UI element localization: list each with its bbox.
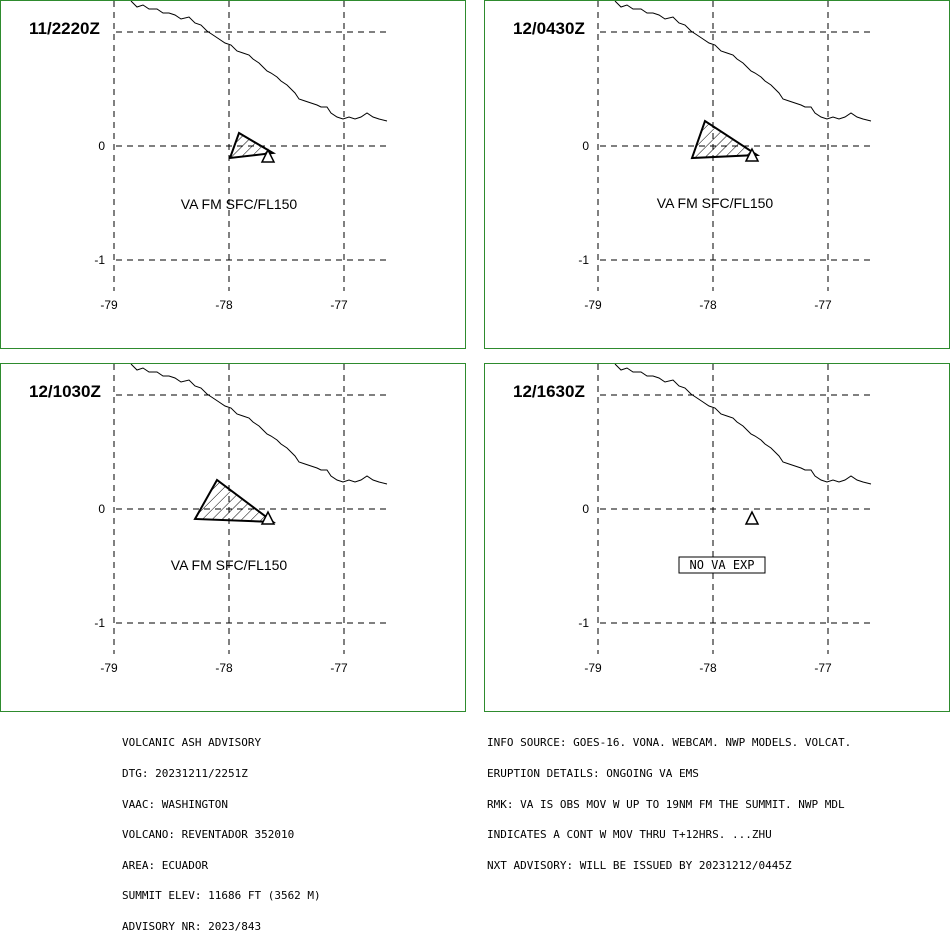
forecast-panel-2: VA FM SFC/FL150 0 -1 -79 -78 -77 12/0430… (484, 0, 950, 349)
advisory-eruption-details: ERUPTION DETAILS: ONGOING VA EMS (487, 767, 699, 781)
lon-label-78: -78 (699, 298, 717, 312)
lat-label-0: 0 (98, 502, 105, 516)
panel-label: VA FM SFC/FL150 (171, 557, 288, 573)
lat-label-minus1: -1 (578, 616, 589, 630)
advisory-number: ADVISORY NR: 2023/843 (122, 920, 262, 934)
lat-label-0: 0 (582, 139, 589, 153)
lat-label-0: 0 (582, 502, 589, 516)
lat-label-minus1: -1 (94, 253, 105, 267)
ash-area (193, 478, 277, 524)
advisory-left: VOLCANIC ASH ADVISORY DTG: 20231211/2251… (122, 718, 321, 942)
grid-lines (597, 364, 871, 654)
advisory-dtg: DTG: 20231211/2251Z (122, 767, 248, 781)
lat-label-minus1: -1 (578, 253, 589, 267)
no-va-box (678, 556, 766, 574)
advisory-right: INFO SOURCE: GOES-16. VONA. WEBCAM. NWP … (487, 718, 851, 881)
volcano-icon (260, 510, 276, 525)
advisory-info-source: INFO SOURCE: GOES-16. VONA. WEBCAM. NWP … (487, 736, 852, 750)
advisory-area: AREA: ECUADOR (122, 858, 209, 872)
panel-time: 12/1630Z (513, 382, 585, 401)
map-2: VA FM SFC/FL150 0 -1 -79 -78 -77 (578, 1, 872, 312)
advisory-next: NXT ADVISORY: WILL BE ISSUED BY 20231212… (487, 858, 792, 872)
forecast-panel-4: NO VA EXP 0 -1 -79 -78 -77 12/1630Z (484, 363, 950, 712)
panel-label: VA FM SFC/FL150 (181, 196, 298, 212)
advisory-volcano: VOLCANO: REVENTADOR 352010 (122, 828, 295, 842)
lon-label-77: -77 (330, 298, 348, 312)
lon-label-77: -77 (330, 661, 348, 675)
panel-time: 11/2220Z (29, 19, 100, 38)
grid-lines (113, 1, 387, 291)
lat-labels: 0 -1 (578, 139, 589, 267)
lon-label-79: -79 (584, 298, 602, 312)
map-3: VA FM SFC/FL150 0 -1 -79 -78 -77 (94, 364, 388, 675)
coastline (614, 364, 872, 485)
lon-label-78: -78 (215, 661, 233, 675)
lon-labels: -79 -78 -77 (584, 661, 832, 675)
lon-label-79: -79 (100, 661, 118, 675)
advisory-summit-elev: SUMMIT ELEV: 11686 FT (3562 M) (122, 889, 321, 903)
lon-label-78: -78 (215, 298, 233, 312)
map-1: VA FM SFC/FL150 0 -1 -79 -78 -77 (94, 1, 388, 312)
advisory-vaac: VAAC: WASHINGTON (122, 797, 228, 811)
lon-labels: -79 -78 -77 (100, 298, 348, 312)
volcano-icon (744, 510, 760, 525)
panel-time: 12/0430Z (513, 19, 585, 38)
lon-labels: -79 -78 -77 (100, 661, 348, 675)
lon-label-78: -78 (699, 661, 717, 675)
advisory-remarks-cont: INDICATES A CONT W MOV THRU T+12HRS. ...… (487, 828, 772, 842)
advisory-remarks: RMK: VA IS OBS MOV W UP TO 19NM FM THE S… (487, 797, 845, 811)
coastline (614, 1, 872, 122)
coastline (130, 364, 388, 485)
advisory-title: VOLCANIC ASH ADVISORY (122, 736, 262, 750)
panel-label: VA FM SFC/FL150 (657, 195, 774, 211)
lat-label-minus1: -1 (94, 616, 105, 630)
lat-labels: 0 -1 (578, 502, 589, 630)
lat-labels: 0 -1 (94, 502, 105, 630)
forecast-panel-1: VA FM SFC/FL150 0 -1 -79 -78 -77 11/2220… (0, 0, 466, 349)
coastline (130, 1, 388, 122)
ash-area (690, 119, 761, 160)
volcano-icon (260, 148, 276, 163)
forecast-panel-3: VA FM SFC/FL150 0 -1 -79 -78 -77 12/1030… (0, 363, 466, 712)
panel-label: NO VA EXP (689, 558, 754, 572)
lon-labels: -79 -78 -77 (584, 298, 832, 312)
lat-labels: 0 -1 (94, 139, 105, 267)
map-4: NO VA EXP 0 -1 -79 -78 -77 (578, 364, 872, 675)
lat-label-0: 0 (98, 139, 105, 153)
lon-label-77: -77 (814, 661, 832, 675)
panel-time: 12/1030Z (29, 382, 101, 401)
lon-label-79: -79 (100, 298, 118, 312)
lon-label-79: -79 (584, 661, 602, 675)
lon-label-77: -77 (814, 298, 832, 312)
ash-area (228, 131, 277, 160)
volcano-icon (744, 147, 760, 162)
